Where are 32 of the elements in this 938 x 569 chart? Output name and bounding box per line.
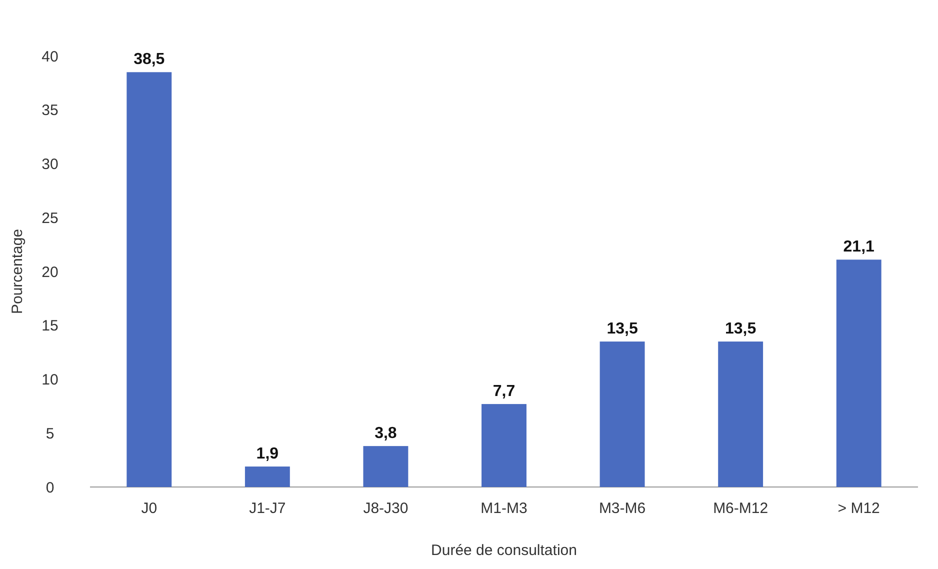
x-tick-label: > M12	[838, 500, 880, 517]
x-tick-label: M6-M12	[713, 500, 768, 517]
bar	[718, 342, 764, 487]
x-tick-label: M3-M6	[598, 500, 646, 517]
bar	[244, 466, 290, 487]
x-tick-label: J1-J7	[249, 500, 286, 517]
bar	[836, 260, 882, 487]
data-label: 13,5	[725, 320, 756, 338]
y-tick-label: 20	[42, 264, 58, 281]
x-tick-label: J0	[141, 500, 158, 517]
y-tick-label: 5	[46, 425, 54, 442]
data-label: 3,8	[374, 425, 397, 442]
bar	[363, 446, 408, 487]
data-label: 21,1	[843, 238, 875, 256]
y-axis-title: Pourcentage	[9, 228, 26, 314]
y-tick-label: 10	[42, 372, 58, 388]
data-label: 13,5	[606, 320, 638, 338]
y-tick-label: 25	[42, 210, 58, 227]
data-label: 7,7	[492, 383, 516, 400]
data-label: 38,5	[134, 51, 165, 68]
data-label: 1,9	[256, 446, 279, 463]
bar	[482, 404, 526, 487]
y-tick-label: 15	[42, 318, 58, 335]
y-tick-label: 30	[42, 156, 58, 173]
y-tick-label: 40	[42, 48, 58, 66]
bar	[600, 342, 645, 487]
bar	[126, 72, 172, 487]
y-tick-label: 35	[42, 102, 58, 120]
x-tick-label: M1-M3	[480, 500, 528, 517]
y-tick-label: 0	[46, 479, 54, 496]
x-tick-label: J8-J30	[363, 500, 408, 517]
x-axis-title: Durée de consultation	[431, 542, 577, 559]
